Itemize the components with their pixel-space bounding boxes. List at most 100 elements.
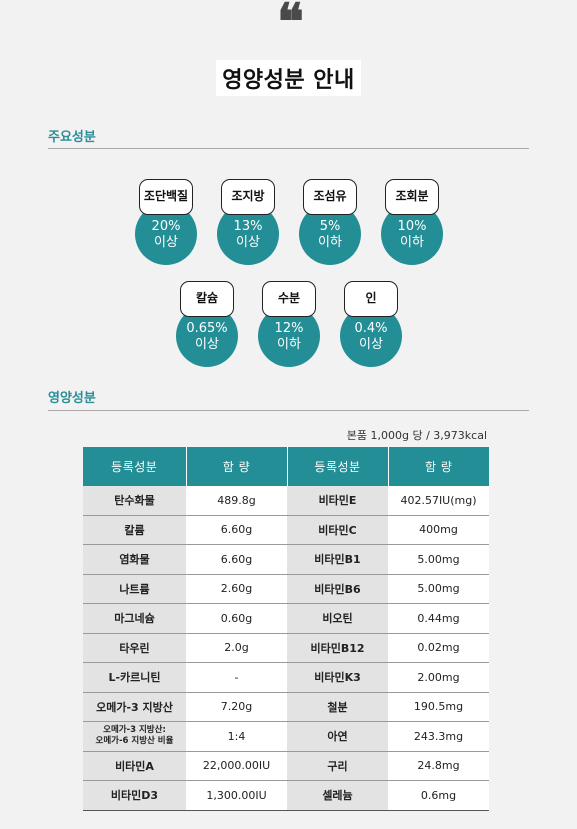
badge-value-block: 10% 이하 (381, 219, 443, 251)
badge-value-block: 0.4% 이상 (340, 321, 402, 353)
table-row: 마그네슘 0.60g 비오틴 0.44mg (83, 603, 489, 634)
nutrient-amount: 190.5mg (388, 692, 489, 722)
badge-phosphorus: 인 0.4% 이상 (340, 281, 402, 369)
nutrient-amount: 1:4 (186, 721, 287, 752)
nutrient-amount: 2.0g (186, 633, 287, 663)
badge-fat: 조지방 13% 이상 (217, 179, 279, 267)
nutrient-name: 비타민C (287, 515, 388, 545)
nutrient-amount: 6.60g (186, 515, 287, 545)
nutrient-amount: 2.00mg (388, 662, 489, 693)
badge-tag (180, 281, 234, 317)
nutrient-amount: 6.60g (186, 544, 287, 575)
nutrient-amount: 7.20g (186, 692, 287, 722)
nutrient-amount: 5.00mg (388, 544, 489, 575)
badge-ash: 조회분 10% 이하 (381, 179, 443, 267)
column-header: 등록성분 (83, 447, 187, 486)
nutrition-basis: 본품 1,000g 당 / 3,973kcal (346, 429, 487, 442)
badge-value: 5% (319, 219, 341, 234)
badge-name: 조섬유 (313, 189, 347, 203)
badge-value: 0.4% (354, 321, 388, 336)
badge-tag (385, 179, 439, 215)
nutrient-name: 아연 (287, 721, 388, 752)
nutrient-amount: 1,300.00IU (186, 780, 287, 811)
nutrient-name: 구리 (287, 751, 388, 781)
table-row: 오메가-3 지방산 7.20g 철분 190.5mg (83, 692, 489, 722)
column-header: 등록성분 (287, 447, 389, 486)
nutrition-table: 등록성분 함 량 등록성분 함 량 탄수화물 489.8g 비타민E 402.5… (83, 447, 489, 811)
badge-protein: 조단백질 20% 이상 (135, 179, 197, 267)
badge-value: 12% (274, 321, 304, 336)
table-row: 탄수화물 489.8g 비타민E 402.57IU(mg) (83, 486, 489, 516)
nutrient-amount: 0.44mg (388, 603, 489, 634)
badge-qualifier: 이하 (400, 235, 424, 250)
badge-name: 인 (365, 291, 377, 305)
badge-name: 조단백질 (143, 189, 189, 203)
nutrient-name: 나트륨 (83, 574, 186, 604)
quote-mark-icon: ❝ (277, 0, 304, 51)
badge-tag (262, 281, 316, 317)
table-row: 비타민A 22,000.00IU 구리 24.8mg (83, 751, 489, 781)
nutrient-amount: 243.3mg (388, 721, 489, 752)
nutrient-name: 오메가-3 지방산 (83, 692, 186, 722)
badge-qualifier: 이상 (236, 235, 260, 250)
nutrient-name: 비타민B12 (287, 633, 388, 663)
badge-value-block: 0.65% 이상 (176, 321, 238, 353)
nutrient-name: 비타민B6 (287, 574, 388, 604)
nutrient-amount: 5.00mg (388, 574, 489, 604)
table-row: 비타민D3 1,300.00IU 셀레늄 0.6mg (83, 780, 489, 811)
table-row: 오메가-3 지방산: 오메가-6 지방산 비율 1:4 아연 243.3mg (83, 721, 489, 752)
table-row: 칼륨 6.60g 비타민C 400mg (83, 515, 489, 545)
nutrient-name: 비타민K3 (287, 662, 388, 693)
badge-value-block: 20% 이상 (135, 219, 197, 251)
badge-value: 20% (151, 219, 181, 234)
nutrient-amount: 24.8mg (388, 751, 489, 781)
nutrient-amount: 22,000.00IU (186, 751, 287, 781)
nutrient-name: 탄수화물 (83, 486, 186, 516)
nutrient-name: 비타민B1 (287, 544, 388, 575)
nutrient-name: 마그네슘 (83, 603, 186, 634)
table-row: 타우린 2.0g 비타민B12 0.02mg (83, 633, 489, 663)
main-ingredients-heading: 주요성분 (48, 130, 96, 145)
badge-value: 13% (233, 219, 263, 234)
nutrient-name: 철분 (287, 692, 388, 722)
badge-name: 조회분 (395, 189, 429, 203)
nutrient-name: 오메가-3 지방산: 오메가-6 지방산 비율 (83, 721, 186, 752)
nutrient-name: 비타민A (83, 751, 186, 781)
table-row: 염화물 6.60g 비타민B1 5.00mg (83, 544, 489, 575)
page-title: 영양성분 안내 (216, 60, 361, 96)
nutrient-amount: 0.60g (186, 603, 287, 634)
nutrient-name: 비타민D3 (83, 780, 186, 811)
badge-calcium: 칼슘 0.65% 이상 (176, 281, 238, 369)
badge-name: 칼슘 (195, 291, 219, 305)
badge-value-block: 13% 이상 (217, 219, 279, 251)
badge-qualifier: 이상 (154, 235, 178, 250)
nutrient-amount: 400mg (388, 515, 489, 545)
table-row: L-카르니틴 - 비타민K3 2.00mg (83, 662, 489, 693)
badge-tag (344, 281, 398, 317)
nutrient-name: 비타민E (287, 486, 388, 516)
title-wrap: 영양성분 안내 (0, 60, 577, 96)
badge-value: 0.65% (186, 321, 228, 336)
nutrient-amount: 0.6mg (388, 780, 489, 811)
column-header: 함 량 (388, 447, 489, 486)
nutrient-name: 타우린 (83, 633, 186, 663)
badge-value-block: 12% 이하 (258, 321, 320, 353)
column-header: 함 량 (186, 447, 288, 486)
badge-tag (139, 179, 193, 215)
nutrient-name: 염화물 (83, 544, 186, 575)
badge-name: 조지방 (231, 189, 265, 203)
badge-qualifier: 이상 (195, 337, 219, 352)
nutrition-divider (48, 410, 529, 411)
badge-value: 10% (397, 219, 427, 234)
badge-name: 수분 (277, 291, 301, 305)
nutrient-amount: 489.8g (186, 486, 287, 516)
nutrient-amount: 0.02mg (388, 633, 489, 663)
nutrient-amount: 402.57IU(mg) (388, 486, 489, 516)
badge-qualifier: 이상 (359, 337, 383, 352)
badge-value-block: 5% 이하 (299, 219, 361, 251)
nutrition-heading: 영양성분 (48, 391, 96, 406)
badge-moisture: 수분 12% 이하 (258, 281, 320, 369)
table-row: 나트륨 2.60g 비타민B6 5.00mg (83, 574, 489, 604)
table-header-row: 등록성분 함 량 등록성분 함 량 (83, 447, 489, 486)
